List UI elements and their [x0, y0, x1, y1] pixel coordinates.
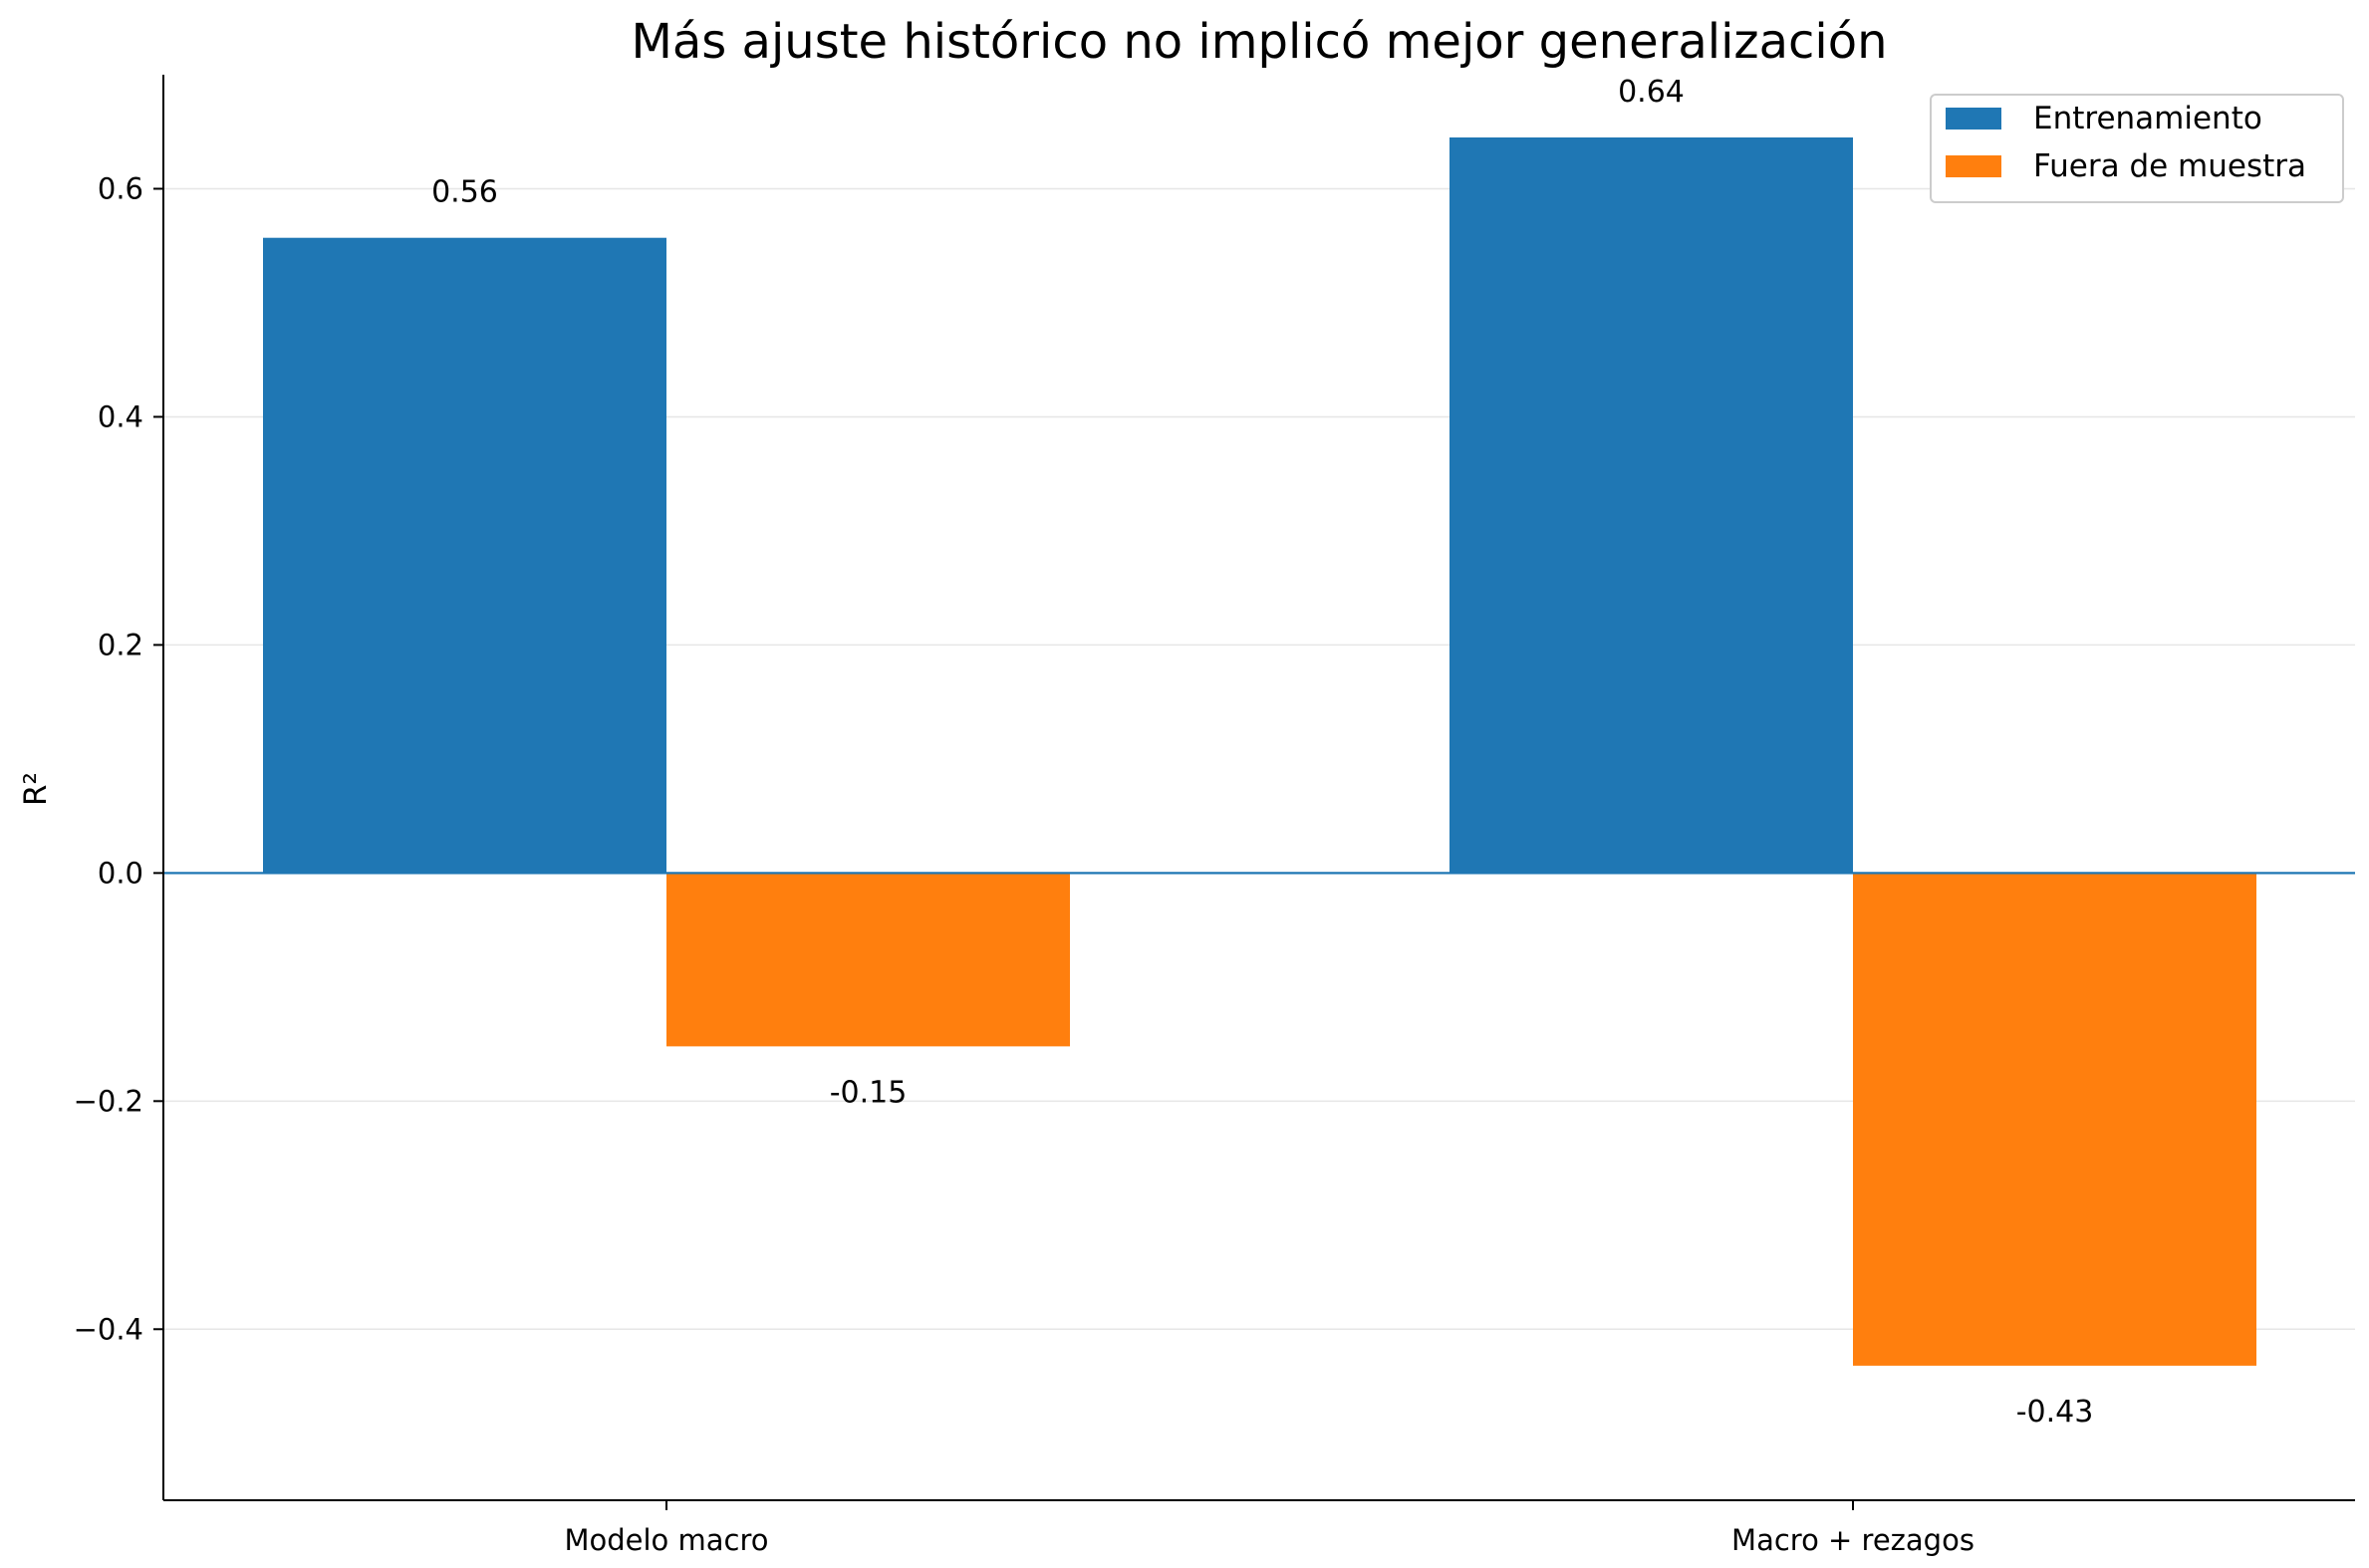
y-tick-label: 0.0 [98, 856, 143, 890]
bars [263, 136, 2256, 1366]
bar-oos-2 [1853, 873, 2256, 1366]
legend-box [1930, 94, 2344, 203]
data-label: 0.56 [431, 175, 498, 210]
legend-swatch-train [1946, 108, 2001, 130]
x-tick-label: Macro + rezagos [1731, 1523, 1974, 1557]
y-ticks: −0.4 −0.2 0.0 0.2 0.4 0.6 [74, 171, 163, 1346]
y-tick-label: 0.4 [98, 399, 143, 433]
y-tick-label: 0.2 [98, 628, 143, 661]
data-label: -0.15 [830, 1075, 908, 1110]
y-tick-label: −0.2 [74, 1084, 143, 1118]
bar-train-1 [263, 237, 666, 874]
y-axis-label: R² [18, 772, 54, 806]
legend-swatch-oos [1946, 155, 2001, 177]
chart-title: Más ajuste histórico no implicó mejor ge… [631, 14, 1887, 70]
data-labels: 0.56 0.64 -0.15 -0.43 [431, 75, 2093, 1430]
legend-label: Entrenamiento [2033, 101, 2262, 136]
x-tick-label: Modelo macro [564, 1523, 768, 1557]
data-label: -0.43 [2016, 1395, 2094, 1430]
legend-label: Fuera de muestra [2033, 148, 2306, 184]
y-tick-label: −0.4 [74, 1312, 143, 1346]
x-ticks: Modelo macro Macro + rezagos [564, 1500, 1974, 1557]
data-label: 0.64 [1618, 75, 1685, 110]
bar-oos-1 [666, 873, 1070, 1047]
y-tick-label: 0.6 [98, 171, 143, 205]
bar-train-2 [1449, 136, 1853, 874]
axes [162, 75, 2355, 1501]
legend: Entrenamiento Fuera de muestra [1930, 94, 2344, 203]
